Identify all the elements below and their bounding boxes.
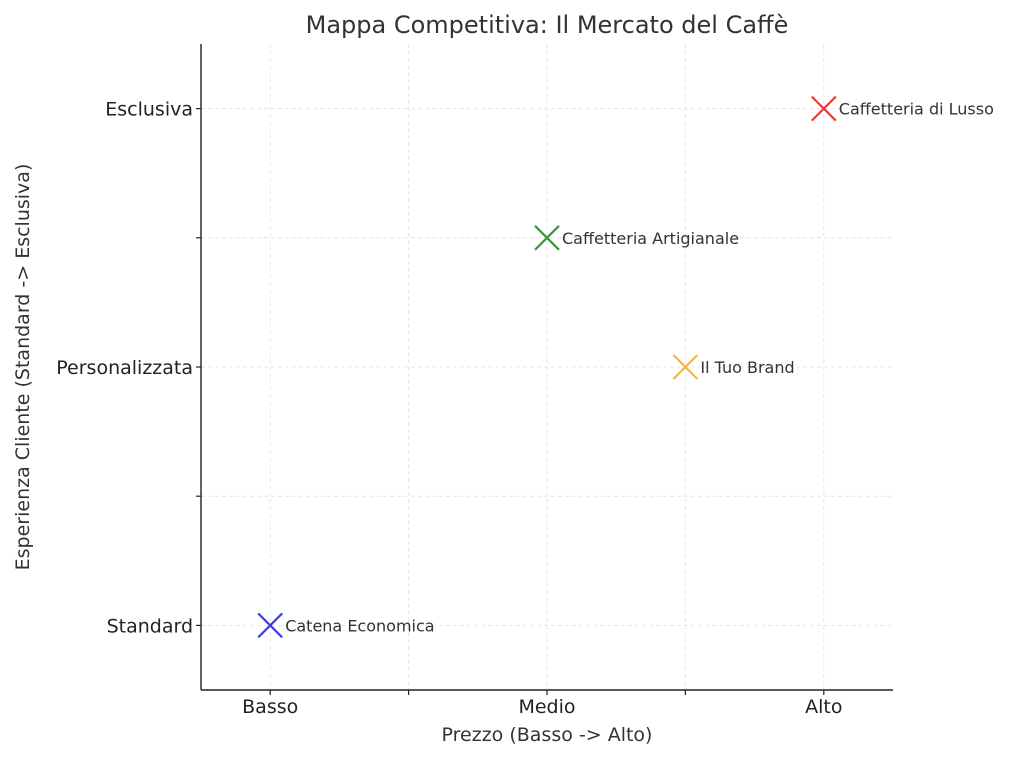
ticks: Basso Medio Alto Standard Personalizzata Escl… bbox=[56, 99, 842, 718]
x-marker-stroke bbox=[672, 354, 699, 380]
x-marker-stroke bbox=[257, 612, 283, 639]
point-label: Catena Economica bbox=[285, 616, 434, 635]
y-tick-label: Esclusiva bbox=[105, 99, 193, 121]
x-tick-label: Basso bbox=[242, 696, 298, 718]
data-point: Il Tuo Brand bbox=[672, 354, 795, 380]
point-label: Caffetteria Artigianale bbox=[562, 229, 739, 248]
x-tick-label: Alto bbox=[805, 696, 842, 718]
x-axis-label: Prezzo (Basso -> Alto) bbox=[442, 724, 653, 746]
y-tick-label: Personalizzata bbox=[56, 357, 193, 379]
x-marker-stroke bbox=[811, 95, 837, 122]
y-tick-label: Standard bbox=[107, 615, 193, 637]
point-label: Caffetteria di Lusso bbox=[839, 100, 994, 119]
data-point: Catena Economica bbox=[257, 612, 435, 639]
point-label: Il Tuo Brand bbox=[700, 358, 794, 377]
x-tick-label: Medio bbox=[518, 696, 575, 718]
y-axis-label: Esperienza Cliente (Standard -> Esclusiv… bbox=[12, 164, 34, 571]
data-point: Caffetteria Artigianale bbox=[534, 225, 739, 251]
chart-title: Mappa Competitiva: Il Mercato del Caffè bbox=[306, 11, 789, 39]
x-marker-stroke bbox=[534, 225, 560, 251]
data-points: Catena Economica Caffetteria Artigianale I… bbox=[257, 95, 994, 639]
data-point: Caffetteria di Lusso bbox=[811, 95, 994, 122]
